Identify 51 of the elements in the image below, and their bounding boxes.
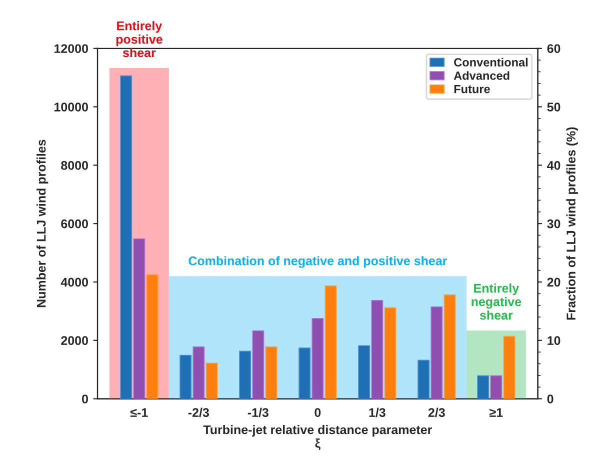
y2-tick-label: 20 [547, 278, 560, 287]
y-tick-label: 0 [82, 394, 88, 404]
y-tick-label: 12000 [54, 44, 88, 54]
y-tick-label: 6000 [61, 219, 88, 228]
bar [477, 375, 490, 399]
y-tick-label: 8000 [61, 160, 88, 170]
bar [120, 75, 132, 399]
x-tick-label: 2/3 [428, 408, 445, 418]
annotation: Entirely positive shear [116, 21, 162, 58]
y2-tick-label: 30 [547, 219, 560, 228]
x-tick-label: ≥1 [490, 408, 503, 417]
legend-label: Conventional [454, 58, 528, 67]
bar [503, 336, 516, 399]
annotation: Entirely negative shear [472, 283, 522, 320]
bar [490, 375, 502, 399]
bar [206, 362, 218, 399]
y2-tick-label: 60 [547, 44, 560, 54]
x-tick-label: 1/3 [369, 408, 386, 418]
y-tick-label: 2000 [61, 336, 88, 346]
bar [146, 274, 158, 399]
bar [252, 330, 264, 399]
x-tick-label: -1/3 [248, 408, 268, 418]
bar [358, 345, 370, 399]
y-tick-label: 4000 [60, 278, 88, 287]
y2-axis-title: Fraction of LLJ wind profiles (%) [566, 127, 578, 320]
x-tick-label: -2/3 [188, 408, 209, 418]
y2-tick-label: 40 [547, 160, 560, 170]
bar [384, 307, 396, 399]
bar [444, 294, 456, 399]
bar [133, 238, 146, 399]
legend-label: Future [454, 85, 490, 94]
bar [265, 346, 278, 399]
bar [192, 346, 205, 399]
bar [312, 318, 324, 399]
bar [418, 360, 430, 399]
bar [324, 285, 337, 399]
bar [239, 350, 252, 399]
x-tick-label: ≤-1 [130, 408, 148, 417]
bar [371, 300, 384, 399]
annotation: Combination of negative and positive shear [188, 256, 448, 268]
y-tick-label: 10000 [54, 102, 88, 112]
bar [298, 348, 311, 399]
y-axis-title: Number of LLJ wind profiles [36, 140, 48, 308]
bar [180, 354, 192, 399]
bar [430, 306, 443, 399]
y2-tick-label: 50 [547, 102, 560, 112]
y2-tick-label: 0 [547, 394, 554, 404]
legend-label: Advanced [454, 71, 510, 80]
y2-tick-label: 10 [548, 336, 560, 346]
x-axis-title: Turbine-jet relative distance parameter ξ [203, 425, 432, 450]
x-tick-label: 0 [314, 408, 321, 417]
